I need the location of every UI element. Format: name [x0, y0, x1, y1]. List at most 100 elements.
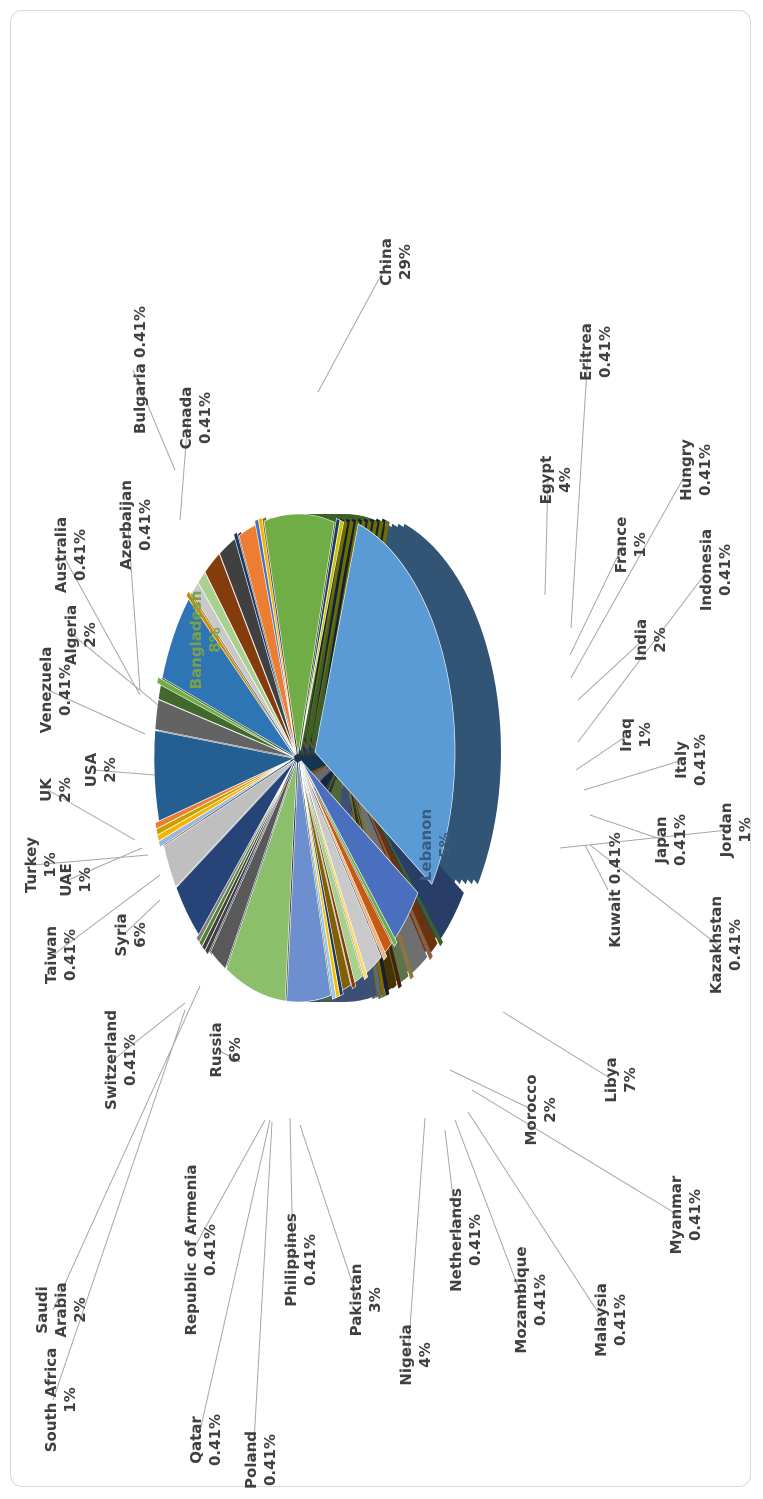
data-label-lebanon: Lebanon5%	[417, 809, 454, 881]
leader-line-usa	[92, 769, 156, 776]
data-label-taiwan: Taiwan0.41%	[42, 926, 79, 984]
data-label-egypt: Egypt4%	[537, 456, 574, 505]
data-label-morocco: Morocco2%	[522, 1074, 559, 1145]
leader-line-russia	[217, 1049, 241, 1063]
data-label-italy: Italy0.41%	[672, 734, 709, 786]
data-label-hungry: Hungry0.41%	[677, 439, 714, 501]
slice-libya	[225, 761, 298, 1002]
leader-line-south-africa	[52, 1009, 186, 1401]
leader-line-uk	[47, 789, 136, 841]
leader-line-pakistan	[299, 1124, 359, 1301]
data-label-japan: Japan0.41%	[652, 814, 689, 866]
slice-side-canada	[304, 518, 344, 751]
slice-kuwait	[299, 765, 337, 1000]
data-label-usa: USA2%	[82, 752, 119, 787]
leader-line-qatar	[197, 1119, 271, 1441]
slice-taiwan	[185, 590, 293, 753]
data-label-republic-of-armenia: Republic of Armenia0.41%	[182, 1164, 219, 1335]
leader-line-uae	[67, 847, 143, 881]
data-label-pakistan: Pakistan3%	[347, 1264, 384, 1337]
data-label-nigeria: Nigeria4%	[397, 1324, 434, 1385]
leader-line-kazakhstan	[589, 844, 719, 946]
leader-line-switzerland	[112, 1002, 186, 1061]
leader-line-australia	[62, 554, 141, 696]
data-label-iraq: Iraq1%	[617, 718, 654, 752]
data-label-australia: Australia0.41%	[52, 517, 89, 593]
data-label-philippines: Philippines0.41%	[282, 1213, 319, 1307]
data-label-switzerland: Switzerland0.41%	[102, 1010, 139, 1110]
leader-line-kuwait	[584, 844, 609, 891]
data-label-myanmar: Myanmar0.41%	[667, 1175, 704, 1254]
leader-line-venezuela	[47, 689, 146, 735]
slice-azerbaijan	[258, 517, 297, 751]
data-label-mozambique: Mozambique0.41%	[512, 1246, 549, 1353]
data-label-canada: Canada0.41%	[177, 387, 214, 450]
leader-line-syria	[122, 899, 161, 936]
leader-line-algeria	[72, 634, 159, 706]
slice-nigeria	[175, 760, 296, 936]
slice-republic-of-armenia	[154, 759, 291, 830]
data-label-china: China29%	[377, 238, 414, 286]
slice-pakistan	[163, 759, 295, 888]
leader-line-italy	[583, 759, 684, 791]
leader-line-philippines	[289, 1117, 294, 1261]
slice-lebanon	[286, 761, 332, 1003]
leader-line-netherlands	[444, 1129, 459, 1241]
data-label-france: France1%	[612, 517, 649, 574]
data-label-poland: Poland0.41%	[242, 1431, 279, 1489]
leader-line-china	[317, 261, 389, 393]
slice-side-canada	[310, 518, 350, 751]
data-label-syria: Syria6%	[112, 913, 149, 956]
data-label-turkey: Turkey1%	[22, 837, 59, 893]
leader-line-canada	[179, 417, 189, 521]
leader-line-malaysia	[467, 1111, 604, 1321]
leader-line-morocco	[449, 1069, 534, 1111]
slice-side-bulgaria	[310, 520, 354, 751]
data-label-kuwait: Kuwait 0.41%	[606, 832, 624, 948]
leader-line-eritrea	[570, 351, 589, 629]
leader-line-jordan	[559, 829, 729, 849]
data-label-bulgaria: Bulgaria 0.41%	[131, 306, 149, 434]
data-label-indonesia: Indonesia0.41%	[697, 529, 734, 611]
slice-venezuela	[233, 531, 295, 751]
leader-line-nigeria	[407, 1117, 426, 1356]
leader-line-republic-of-armenia	[192, 1119, 266, 1251]
data-label-venezuela: Venezuela0.41%	[37, 647, 74, 734]
leader-line-indonesia	[577, 569, 709, 743]
data-label-uae: UAE1%	[57, 863, 94, 897]
data-label-algeria: Algeria2%	[62, 605, 99, 665]
slice-russia	[153, 730, 295, 822]
slice-side-bulgaria	[304, 520, 348, 751]
leader-line-turkey	[32, 854, 149, 866]
leader-line-myanmar	[471, 1089, 679, 1216]
leader-line-iraq	[575, 734, 629, 771]
data-label-russia: Russia6%	[207, 1022, 244, 1077]
leader-line-poland	[252, 1121, 273, 1461]
slice-italy	[300, 765, 357, 990]
leader-line-india	[577, 639, 644, 701]
slice-bulgaria	[300, 519, 344, 751]
slice-morocco	[210, 761, 297, 970]
leader-line-azerbaijan	[127, 524, 141, 691]
data-label-qatar: Qatar0.41%	[187, 1414, 224, 1466]
leader-line-france	[569, 544, 624, 656]
leader-line-mozambique	[454, 1119, 524, 1301]
slice-hungry	[302, 764, 388, 961]
leader-line-hungry	[570, 469, 689, 679]
slice-switzerland	[156, 676, 291, 756]
leader-line-saudi-arabia	[52, 985, 201, 1311]
data-label-netherlands: Netherlands0.41%	[447, 1188, 484, 1292]
data-label-india: India2%	[632, 619, 669, 661]
data-label-azerbaijan: Azerbaijan0.41%	[117, 480, 154, 570]
data-label-eritrea: Eritrea0.41%	[577, 323, 614, 381]
data-label-malaysia: Malaysia0.41%	[592, 1283, 629, 1357]
leader-line-bulgaria	[132, 369, 176, 471]
slice-indonesia	[301, 765, 369, 981]
slice-bangladesh	[263, 513, 335, 755]
slice-uae	[197, 571, 296, 756]
leader-line-egypt	[544, 479, 549, 596]
data-label-jordan: Jordan1%	[717, 803, 754, 859]
data-label-bangladesh: Bangladesh8%	[187, 591, 224, 690]
slice-china	[314, 523, 456, 885]
